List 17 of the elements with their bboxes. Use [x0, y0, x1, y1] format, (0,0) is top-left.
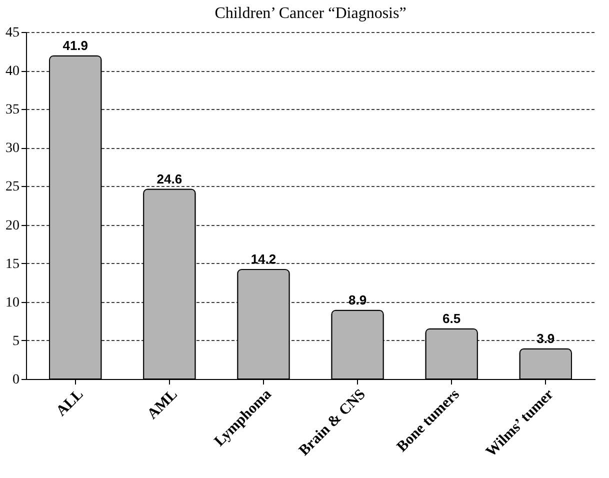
- data-label: 14.2: [250, 252, 276, 266]
- y-tick-label: 20: [6, 218, 20, 234]
- data-label: 41.9: [62, 38, 88, 53]
- y-tick-label: 0: [12, 372, 20, 388]
- data-label: 8.9: [348, 292, 367, 308]
- y-tick-label: 45: [6, 26, 20, 40]
- data-label: 6.5: [442, 310, 461, 326]
- y-tick-label: 10: [6, 295, 20, 310]
- y-tick-label: 15: [6, 256, 20, 272]
- y-tick-label: 30: [6, 141, 20, 156]
- y-tick-label: 35: [6, 102, 20, 118]
- y-tick-label: 25: [6, 180, 20, 195]
- y-tick-label: 40: [6, 64, 20, 80]
- data-label: 24.6: [156, 171, 182, 186]
- y-tick-label: 5: [12, 334, 20, 349]
- chart-title: Children’ Cancer “Diagnosis”: [214, 5, 406, 22]
- x-tick-label: ALL: [54, 386, 87, 420]
